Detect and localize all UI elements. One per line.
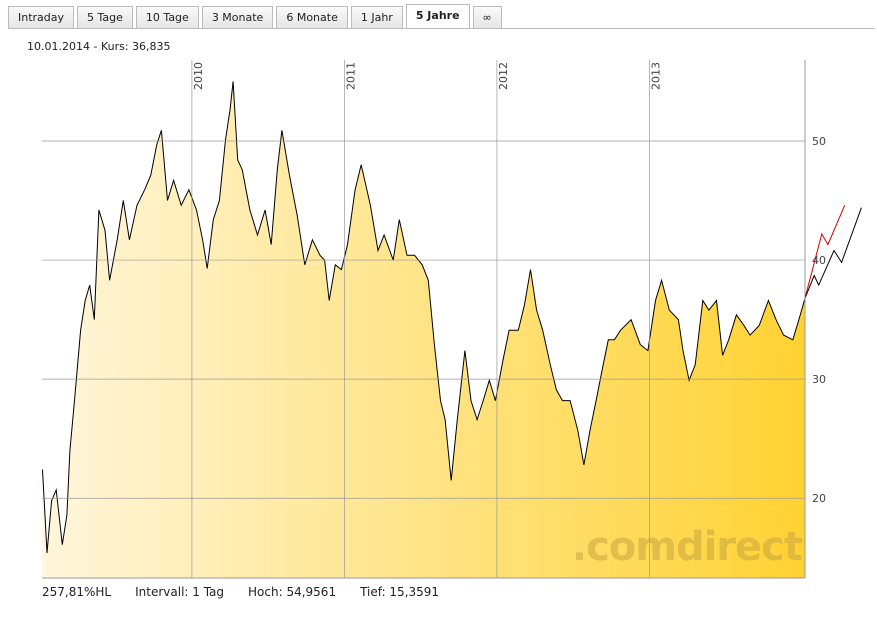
price-line — [42, 81, 806, 554]
footer: 257,81%HL Intervall: 1 Tag Hoch: 54,9561 Ti… — [42, 585, 439, 599]
tab[interactable]: 3 Monate — [201, 6, 274, 29]
y-tick-label: 30 — [812, 373, 826, 386]
tab[interactable]: 10 Tage — [135, 6, 199, 29]
footer-item: Tief: 15,3591 — [360, 585, 440, 599]
x-tick-label: 2013 — [649, 62, 662, 90]
tab-bar: Intraday 5 Tage 10 Tage 3 Monate 6 Monate 1 J… — [8, 4, 502, 29]
y-tick-label: 50 — [812, 135, 826, 148]
footer-item: 257,81%HL — [42, 585, 112, 599]
price-line — [804, 205, 846, 299]
footer-item: Intervall: 1 Tag — [135, 585, 225, 599]
tab[interactable]: ∞ — [472, 6, 502, 29]
tab[interactable]: 6 Monate — [276, 6, 348, 29]
tab[interactable]: 5 Tage — [77, 6, 133, 29]
x-tick-label: 2011 — [344, 62, 357, 90]
tab[interactable]: Intraday — [8, 6, 75, 29]
footer-item: Hoch: 54,9561 — [248, 585, 337, 599]
y-tick-label: 20 — [812, 492, 826, 505]
y-tick-label: 40 — [812, 254, 826, 267]
x-tick-label: 2012 — [497, 62, 510, 90]
header: 10.01.2014 - Kurs: 36,835 — [27, 40, 171, 53]
price-line — [804, 207, 862, 299]
tab[interactable]: 5 Jahre — [405, 4, 470, 29]
chart-frame — [8, 28, 875, 606]
watermark: .comdirect — [572, 524, 803, 570]
tab[interactable]: 1 Jahr — [350, 6, 403, 29]
area — [42, 81, 806, 579]
x-tick-label: 2010 — [192, 62, 205, 90]
